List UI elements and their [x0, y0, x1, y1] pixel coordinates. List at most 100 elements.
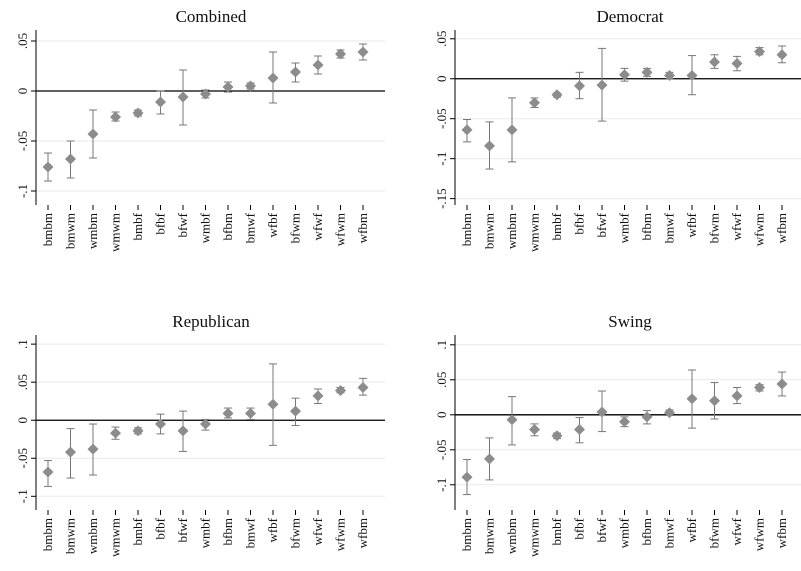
point [312, 390, 324, 402]
point [596, 79, 608, 91]
y-tick-label: .05 [15, 374, 30, 390]
point [731, 390, 743, 402]
x-tick-label: bfwf [175, 212, 190, 237]
chart-title: Democrat [596, 7, 663, 26]
point [267, 398, 279, 410]
chart-title: Combined [176, 7, 247, 26]
point [596, 406, 608, 418]
x-tick-label: bmwm [63, 518, 78, 554]
x-tick-label: wmwm [527, 213, 542, 252]
x-tick-label: bmwm [63, 213, 78, 249]
x-tick-label: wfbf [265, 212, 280, 237]
x-tick-label: wmbf [198, 212, 213, 243]
x-tick-label: wmbf [617, 517, 632, 548]
point [506, 124, 518, 136]
point [776, 378, 788, 390]
x-tick-label: wfwf [729, 517, 744, 545]
x-tick-label: bmwf [662, 212, 677, 243]
y-tick-label: .05 [15, 33, 30, 49]
x-tick-label: bmbm [40, 213, 55, 246]
point [245, 80, 256, 92]
chart-title: Republican [172, 312, 250, 331]
point [709, 395, 720, 407]
x-tick-label: wmwm [527, 518, 542, 557]
point [461, 471, 473, 483]
point [290, 66, 301, 78]
point [200, 418, 211, 430]
x-tick-label: bfbm [220, 213, 235, 240]
point [529, 97, 540, 109]
point [245, 407, 256, 419]
point [267, 72, 279, 84]
y-tick-label: 0 [434, 412, 449, 419]
point [686, 70, 698, 82]
point [222, 81, 234, 93]
point [357, 46, 369, 58]
point [529, 424, 540, 435]
x-tick-label: wmbm [85, 518, 100, 554]
x-tick-label: bmbf [549, 212, 564, 240]
point [619, 69, 630, 81]
point [641, 66, 653, 78]
point [574, 424, 585, 435]
point [357, 382, 369, 393]
point [132, 107, 144, 119]
x-tick-label: bmwm [482, 518, 497, 554]
x-tick-label: wmbm [504, 213, 519, 249]
x-tick-label: bfbf [153, 212, 168, 234]
point [506, 414, 518, 426]
point [335, 385, 346, 397]
x-tick-label: wmbm [504, 518, 519, 554]
x-tick-label: wfbm [774, 518, 789, 548]
point [200, 88, 211, 100]
x-tick-label: bfwf [594, 212, 609, 237]
x-tick-label: wfwm [752, 213, 767, 246]
x-tick-label: bmbf [130, 517, 145, 545]
point [335, 48, 346, 60]
x-tick-label: bmbm [40, 518, 55, 551]
point [42, 466, 54, 478]
point [664, 70, 675, 82]
x-tick-label: bfwf [175, 517, 190, 542]
x-tick-label: bfbf [153, 517, 168, 539]
x-tick-label: wfbm [355, 518, 370, 548]
x-tick-label: bmwf [243, 212, 258, 243]
x-tick-label: bfbf [572, 212, 587, 234]
x-tick-label: bfwf [594, 517, 609, 542]
x-tick-label: bfbm [220, 518, 235, 545]
point [87, 128, 99, 140]
x-tick-label: wfbf [684, 212, 699, 237]
y-tick-label: 0 [15, 417, 30, 424]
point [484, 453, 495, 465]
y-tick-label: -.1 [434, 152, 449, 166]
x-tick-label: wfbf [265, 517, 280, 542]
point [461, 124, 473, 136]
x-tick-label: wmbf [198, 517, 213, 548]
point [551, 430, 563, 442]
x-tick-label: wfwf [310, 517, 325, 545]
point [177, 91, 189, 103]
x-tick-label: bfbm [639, 213, 654, 240]
point [65, 446, 76, 458]
x-tick-label: bmbf [130, 212, 145, 240]
y-tick-label: .05 [434, 31, 449, 47]
point [110, 111, 121, 123]
point [155, 96, 166, 108]
x-tick-label: bmbf [549, 517, 564, 545]
x-tick-label: bfwm [288, 518, 303, 548]
y-tick-label: -.05 [15, 131, 30, 152]
x-tick-label: bfwm [288, 213, 303, 243]
y-tick-label: .1 [15, 339, 30, 349]
x-tick-label: wfwm [333, 518, 348, 551]
point [65, 153, 76, 165]
point [641, 411, 653, 423]
x-tick-label: wfbm [774, 213, 789, 243]
point [551, 89, 563, 101]
x-tick-label: wfwf [729, 212, 744, 240]
chart-title: Swing [608, 312, 652, 331]
x-tick-label: bfwm [707, 518, 722, 548]
point [177, 425, 189, 437]
x-tick-label: wmwm [108, 518, 123, 557]
x-tick-label: bfbm [639, 518, 654, 545]
